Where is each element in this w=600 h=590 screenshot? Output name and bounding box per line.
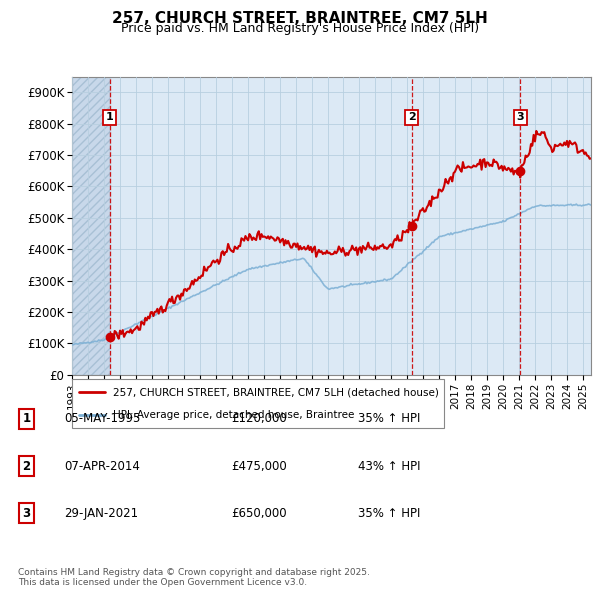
Text: 2: 2 (22, 460, 31, 473)
Text: 257, CHURCH STREET, BRAINTREE, CM7 5LH: 257, CHURCH STREET, BRAINTREE, CM7 5LH (112, 11, 488, 25)
Text: 3: 3 (22, 507, 31, 520)
Text: 257, CHURCH STREET, BRAINTREE, CM7 5LH (detached house): 257, CHURCH STREET, BRAINTREE, CM7 5LH (… (113, 388, 439, 398)
Text: £650,000: £650,000 (231, 507, 287, 520)
Text: 43% ↑ HPI: 43% ↑ HPI (358, 460, 420, 473)
FancyBboxPatch shape (72, 379, 444, 428)
Text: 05-MAY-1995: 05-MAY-1995 (64, 412, 140, 425)
Text: 07-APR-2014: 07-APR-2014 (64, 460, 140, 473)
Text: 35% ↑ HPI: 35% ↑ HPI (358, 412, 420, 425)
Text: 1: 1 (106, 113, 114, 123)
Text: 1: 1 (22, 412, 31, 425)
Text: 35% ↑ HPI: 35% ↑ HPI (358, 507, 420, 520)
Text: 3: 3 (517, 113, 524, 123)
Text: 2: 2 (408, 113, 416, 123)
Text: 29-JAN-2021: 29-JAN-2021 (64, 507, 138, 520)
Text: HPI: Average price, detached house, Braintree: HPI: Average price, detached house, Brai… (113, 409, 354, 419)
Text: Contains HM Land Registry data © Crown copyright and database right 2025.
This d: Contains HM Land Registry data © Crown c… (18, 568, 370, 587)
Text: £475,000: £475,000 (231, 460, 287, 473)
Text: £120,000: £120,000 (231, 412, 287, 425)
Text: Price paid vs. HM Land Registry's House Price Index (HPI): Price paid vs. HM Land Registry's House … (121, 22, 479, 35)
